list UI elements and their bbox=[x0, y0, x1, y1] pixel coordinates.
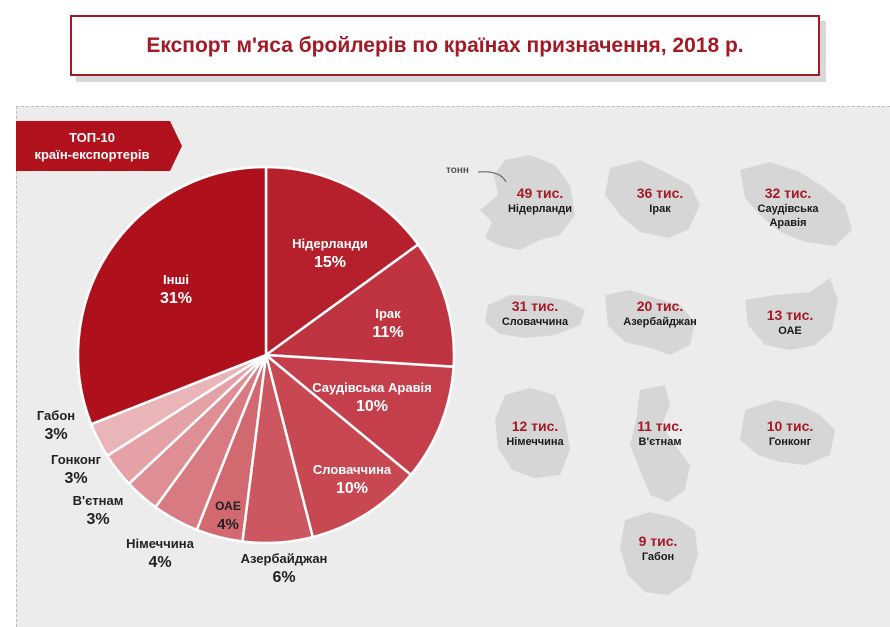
country-name: Словаччина bbox=[501, 316, 569, 328]
slice-label: Азербайджан bbox=[241, 551, 328, 566]
country-azerbaijan: 20 тис. Азербайджан bbox=[600, 298, 720, 329]
slice-pct: 10% bbox=[336, 480, 368, 497]
top10-ribbon: ТОП-10 країн-експортерів bbox=[16, 121, 182, 171]
slice-pct: 6% bbox=[272, 569, 295, 586]
country-netherlands: 49 тис. Нідерланди bbox=[480, 185, 600, 216]
slice-label: Інші bbox=[163, 272, 189, 287]
slice-label: ОАЕ bbox=[215, 499, 241, 513]
country-value: 36 тис. bbox=[636, 185, 684, 201]
country-gabon: 9 тис. Габон bbox=[598, 533, 718, 564]
slice-label: Нідерланди bbox=[292, 236, 368, 251]
slice-label: Словаччина bbox=[313, 462, 392, 477]
slice-label: Гонконг bbox=[51, 452, 102, 467]
pie-slices bbox=[76, 165, 456, 545]
title-box: Експорт м'яса бройлерів по країнах призн… bbox=[70, 15, 820, 76]
country-name: Габон bbox=[641, 551, 675, 563]
slice-pct: 31% bbox=[160, 290, 192, 307]
slice-label: Німеччина bbox=[126, 536, 194, 551]
slice-label: Ірак bbox=[375, 306, 401, 321]
ribbon-line1: ТОП-10 bbox=[69, 130, 115, 145]
slice-label: Габон bbox=[37, 408, 75, 423]
country-name: Саудівська bbox=[757, 203, 819, 215]
country-value: 12 тис. bbox=[511, 418, 559, 434]
country-value: 11 тис. bbox=[637, 418, 683, 434]
pie-slice bbox=[264, 165, 420, 358]
country-slovakia: 31 тис. Словаччина bbox=[475, 298, 595, 329]
slice-pct: 10% bbox=[356, 398, 388, 415]
page-title: Експорт м'яса бройлерів по країнах призн… bbox=[146, 33, 744, 57]
country-value: 31 тис. bbox=[511, 298, 559, 314]
country-value: 32 тис. bbox=[764, 185, 812, 201]
country-name: Азербайджан bbox=[623, 316, 697, 328]
country-value: 49 тис. bbox=[516, 185, 564, 201]
country-germany: 12 тис. Німеччина bbox=[475, 418, 595, 449]
slice-pct: 3% bbox=[44, 426, 67, 443]
unit-label: тонн bbox=[446, 165, 469, 176]
country-name: Німеччина bbox=[506, 436, 564, 448]
country-value: 10 тис. bbox=[766, 418, 814, 434]
pie-slice bbox=[262, 242, 456, 369]
country-name: В'єтнам bbox=[638, 436, 682, 448]
country-value: 20 тис. bbox=[636, 298, 684, 314]
country-uae: 13 тис. ОАЕ bbox=[730, 307, 850, 338]
country-value: 13 тис. bbox=[766, 307, 814, 323]
slice-pct: 4% bbox=[217, 516, 239, 533]
slice-label: В'єтнам bbox=[73, 493, 124, 508]
country-hongkong: 10 тис. Гонконг bbox=[730, 418, 850, 449]
slice-pct: 3% bbox=[64, 470, 87, 487]
country-name: Гонконг bbox=[768, 436, 812, 448]
slice-label: Саудівська Аравія bbox=[312, 380, 432, 395]
slice-pct: 11% bbox=[372, 324, 403, 341]
slice-pct: 3% bbox=[86, 511, 109, 528]
slice-pct: 15% bbox=[314, 254, 346, 271]
country-name: Ірак bbox=[649, 203, 671, 215]
pie-slice bbox=[76, 165, 268, 426]
slice-pct: 4% bbox=[148, 554, 171, 571]
pie-labels: Нідерланди 15% Ірак 11% Саудівська Аравія 10%… bbox=[37, 236, 432, 586]
country-name: ОАЕ bbox=[778, 325, 802, 337]
country-iraq: 36 тис. Ірак bbox=[600, 185, 720, 216]
ribbon-line2: країн-експортерів bbox=[34, 147, 150, 162]
country-vietnam: 11 тис. В'єтнам bbox=[600, 418, 720, 449]
country-name-line2: Аравія bbox=[769, 217, 807, 229]
pie-slice bbox=[262, 353, 455, 477]
country-value: 9 тис. bbox=[638, 533, 678, 549]
country-saudi-arabia: 32 тис. Саудівська Аравія bbox=[728, 185, 848, 230]
country-name: Нідерланди bbox=[507, 203, 573, 215]
